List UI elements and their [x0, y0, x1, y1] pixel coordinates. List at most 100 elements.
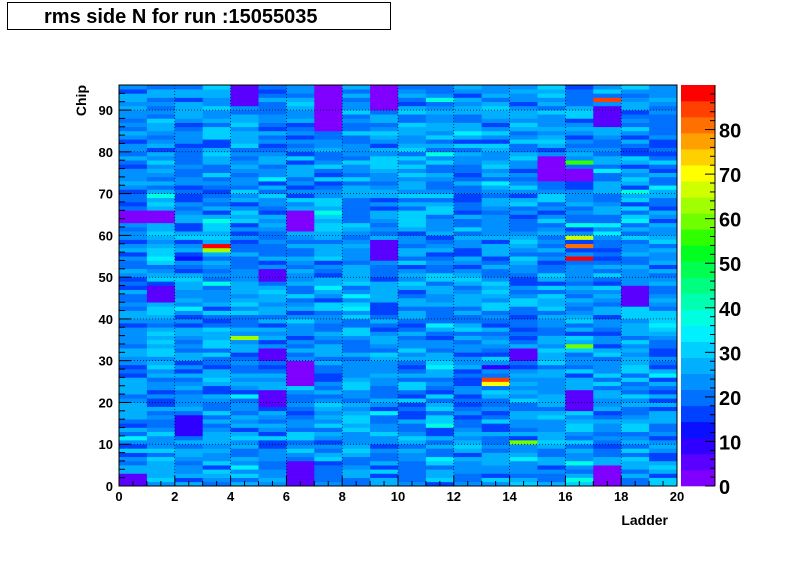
heatmap-cell — [425, 118, 455, 123]
heatmap-cell — [398, 231, 427, 236]
heatmap-cell — [398, 473, 427, 478]
color-scale-label: 0 — [719, 477, 730, 499]
heatmap-cell — [509, 377, 538, 382]
heatmap-cell — [425, 444, 455, 449]
heatmap-cell — [342, 364, 371, 370]
heatmap-cell — [342, 331, 371, 336]
heatmap-cell — [453, 201, 482, 207]
x-tick-label: 14 — [502, 489, 517, 504]
heatmap-cell — [286, 456, 315, 462]
heatmap-cell — [174, 331, 203, 336]
heatmap-cell — [314, 247, 343, 253]
heatmap-cell — [593, 231, 622, 236]
heatmap-cell — [649, 448, 678, 453]
heatmap-cell — [230, 197, 259, 203]
heatmap-cell — [621, 164, 650, 169]
heatmap-cell — [621, 356, 650, 361]
heatmap-cell — [258, 235, 287, 240]
heatmap-cell — [593, 314, 622, 320]
color-scale-band — [681, 261, 715, 278]
heatmap-cell — [370, 348, 399, 353]
heatmap-cell — [481, 414, 510, 420]
heatmap-cell — [342, 448, 371, 453]
heatmap-cell — [342, 431, 371, 437]
heatmap-cell — [230, 151, 259, 157]
heatmap-cell — [146, 130, 176, 136]
heatmap-cell — [621, 239, 650, 245]
heatmap-cell — [565, 360, 594, 366]
heatmap-cell — [593, 264, 622, 270]
heatmap-cell — [202, 130, 231, 136]
heatmap-cell — [649, 239, 678, 245]
heatmap-cell — [174, 135, 203, 140]
heatmap-cell — [119, 114, 148, 119]
heatmap-cell — [453, 235, 482, 240]
heatmap-cell — [509, 477, 538, 483]
heatmap-cell — [593, 285, 622, 290]
heatmap-cell — [537, 122, 566, 128]
heatmap-cell — [370, 118, 399, 123]
heatmap-cell — [453, 97, 482, 103]
heatmap-cell — [314, 419, 343, 424]
heatmap-cell — [174, 235, 203, 240]
heatmap-cell — [342, 193, 371, 199]
heatmap-cell — [174, 164, 203, 169]
heatmap-cell — [146, 214, 176, 219]
heatmap-cell — [621, 93, 650, 98]
heatmap-cell — [593, 135, 622, 140]
heatmap-cell — [621, 122, 650, 128]
heatmap-cell — [370, 331, 399, 336]
heatmap-cell — [481, 389, 510, 395]
heatmap-cell — [649, 431, 678, 437]
heatmap-cell — [314, 172, 343, 178]
heatmap-cell — [565, 348, 594, 353]
heatmap-cell — [174, 348, 203, 353]
heatmap-cell — [537, 352, 566, 357]
heatmap-cell — [398, 252, 427, 257]
heatmap-cell — [174, 314, 203, 320]
heatmap-cell — [286, 93, 315, 98]
heatmap-cell — [481, 126, 510, 132]
heatmap-cell — [398, 105, 427, 111]
heatmap-cell — [593, 369, 622, 374]
color-scale-band — [681, 437, 715, 455]
heatmap-cell — [314, 156, 343, 161]
heatmap-cell — [593, 298, 622, 303]
heatmap-cell — [258, 89, 287, 94]
heatmap-cell — [258, 147, 287, 153]
heatmap-cell — [593, 394, 622, 399]
heatmap-cell — [286, 243, 315, 249]
heatmap-cell — [202, 268, 231, 274]
heatmap-cell — [258, 247, 287, 253]
heatmap-cell — [286, 235, 315, 240]
heatmap-cell — [425, 260, 455, 265]
heatmap-cell — [509, 469, 538, 474]
heatmap-cell — [565, 139, 594, 144]
heatmap-cell — [202, 389, 231, 395]
heatmap-cell — [537, 201, 566, 207]
heatmap-cell — [342, 176, 371, 182]
heatmap-cell — [370, 268, 399, 274]
heatmap-cell — [398, 268, 427, 274]
heatmap-cell — [202, 222, 231, 228]
heatmap-cell — [202, 160, 231, 165]
heatmap-cell — [453, 193, 482, 199]
heatmap-cell — [174, 97, 203, 103]
heatmap-cell — [593, 293, 622, 299]
heatmap-cell — [621, 114, 650, 119]
heatmap-cell — [286, 197, 315, 203]
heatmap-cell — [146, 243, 176, 249]
heatmap-cell — [565, 156, 594, 161]
heatmap-cell — [258, 256, 287, 261]
heatmap-cell — [537, 93, 566, 98]
heatmap-cell — [398, 122, 427, 128]
heatmap-cell — [286, 318, 315, 324]
heatmap-cell — [565, 181, 594, 186]
heatmap-cell — [230, 252, 259, 257]
heatmap-cell — [537, 289, 566, 295]
heatmap-cell — [119, 235, 148, 240]
heatmap-cell — [621, 414, 650, 420]
heatmap-cell — [509, 452, 538, 458]
heatmap-cell — [370, 168, 399, 174]
heatmap-cell — [314, 151, 343, 157]
